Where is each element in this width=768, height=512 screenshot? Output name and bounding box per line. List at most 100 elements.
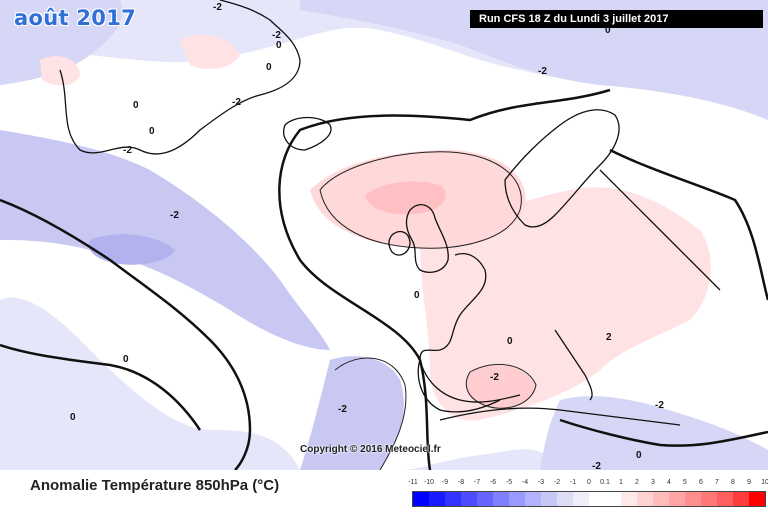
contour-label: 0 <box>123 354 129 365</box>
scandinavia-coast <box>504 109 620 228</box>
legend-label: -5 <box>505 479 513 486</box>
legend-label: 10 <box>761 479 768 486</box>
negative-anomaly-zone-northwest <box>0 0 123 85</box>
legend-swatch <box>701 492 717 506</box>
contour-label: -2 <box>213 2 222 13</box>
north-africa-coast <box>439 407 681 426</box>
contour-label: 2 <box>606 332 612 343</box>
contour-label: -2 <box>232 97 241 108</box>
zero-contour-greenland <box>0 198 252 470</box>
legend-label: -7 <box>473 479 481 486</box>
legend-label: 2 <box>635 479 639 486</box>
run-label: Run CFS 18 Z du Lundi 3 juillet 2017 <box>470 10 763 28</box>
legend-label: 3 <box>651 479 655 486</box>
contour-label: 0 <box>133 100 139 111</box>
contour-label: -2 <box>655 400 664 411</box>
contour-label: -2 <box>490 372 499 383</box>
legend-swatch <box>749 492 765 506</box>
east-europe-border <box>599 169 721 291</box>
contour-label: 0 <box>605 25 611 36</box>
contour-label: 0 <box>507 336 513 347</box>
legend-label: -2 <box>553 479 561 486</box>
contour-label: -2 <box>272 30 281 41</box>
contour-label: 0 <box>414 290 420 301</box>
britain-coast <box>405 204 449 273</box>
contour-label: 0 <box>636 450 642 461</box>
contour-label: -2 <box>170 210 179 221</box>
legend-label: 0 <box>587 479 591 486</box>
legend-swatch <box>477 492 493 506</box>
anomaly-map: -2 -2 0 0 0 -2 -2 -2 0 0 -2 0 0 0 -2 0 -… <box>0 0 768 470</box>
negative-anomaly-zone-core <box>88 234 175 265</box>
contour-label: -2 <box>538 66 547 77</box>
legend-swatch <box>541 492 557 506</box>
contour-label: 0 <box>266 62 272 73</box>
legend-label: -4 <box>521 479 529 486</box>
ireland-coast <box>388 230 411 256</box>
legend-label: -9 <box>441 479 449 486</box>
iceland-coast <box>283 116 332 151</box>
legend-label: 5 <box>683 479 687 486</box>
contour-label: -2 <box>592 461 601 470</box>
legend-label: 7 <box>715 479 719 486</box>
contour-label: 0 <box>70 412 76 423</box>
legend-swatch <box>637 492 653 506</box>
negative-contour-south <box>334 357 407 470</box>
month-title: août 2017 <box>14 6 137 30</box>
legend-swatch <box>493 492 509 506</box>
legend-label: 4 <box>667 479 671 486</box>
legend-swatch <box>445 492 461 506</box>
zero-contour-mediterranean <box>559 418 768 447</box>
positive-contour-iberia <box>465 363 537 409</box>
legend-swatch <box>557 492 573 506</box>
positive-anomaly-zone-europe <box>420 187 711 421</box>
contour-label: -2 <box>338 404 347 415</box>
legend-swatch <box>573 492 589 506</box>
positive-anomaly-zone-arctic <box>180 35 240 69</box>
negative-anomaly-zone-south <box>300 356 404 470</box>
variable-title: Anomalie Température 850hPa (°C) <box>30 477 280 494</box>
contour-label-layer: -2 -2 0 0 0 -2 -2 -2 0 0 -2 0 0 0 -2 0 -… <box>70 2 664 470</box>
legend-label: 1 <box>619 479 623 486</box>
legend-label: 0.1 <box>600 479 610 486</box>
legend-labels: -11 -10 -9 -8 -7 -6 -5 -4 -3 -2 -1 0 0.1 1 2 3 4 5 6 7 8 9 10 <box>408 479 768 489</box>
legend-colorbar <box>412 491 766 507</box>
legend-label: -6 <box>489 479 497 486</box>
negative-anomaly-zone-north <box>300 0 768 120</box>
legend-swatch <box>733 492 749 506</box>
contour-label: -2 <box>123 145 132 156</box>
copyright-text: Copyright © 2016 Meteociel.fr <box>300 444 441 455</box>
legend-swatch <box>605 492 621 506</box>
legend-swatch <box>589 492 605 506</box>
legend-swatch <box>413 492 429 506</box>
legend-swatch <box>717 492 733 506</box>
legend-swatch <box>621 492 637 506</box>
thin-contours <box>319 151 537 470</box>
contour-label: 0 <box>276 40 282 51</box>
legend-label: -11 <box>408 479 418 486</box>
legend-swatch <box>685 492 701 506</box>
negative-anomaly-zone-west <box>0 130 330 350</box>
contour-label: 0 <box>149 126 155 137</box>
greenland-coast <box>59 0 301 155</box>
zero-contour-west <box>0 343 202 431</box>
iberia-coast <box>417 359 501 413</box>
zero-contour-east <box>609 148 768 301</box>
positive-contour-atlantic <box>319 151 522 249</box>
italy-coast <box>554 329 593 401</box>
europe-west-coast <box>419 253 521 403</box>
positive-anomaly-core-iberia <box>466 365 535 408</box>
legend-label: 9 <box>747 479 751 486</box>
legend-swatch <box>509 492 525 506</box>
legend-swatch <box>461 492 477 506</box>
legend-swatch <box>525 492 541 506</box>
legend-label: -3 <box>537 479 545 486</box>
legend-label: -10 <box>423 479 435 486</box>
legend-swatch <box>669 492 685 506</box>
legend-swatch <box>653 492 669 506</box>
legend-label: 8 <box>731 479 735 486</box>
legend-label: -8 <box>457 479 465 486</box>
legend-label: 6 <box>699 479 703 486</box>
coastlines <box>59 0 721 426</box>
legend-swatch <box>429 492 445 506</box>
